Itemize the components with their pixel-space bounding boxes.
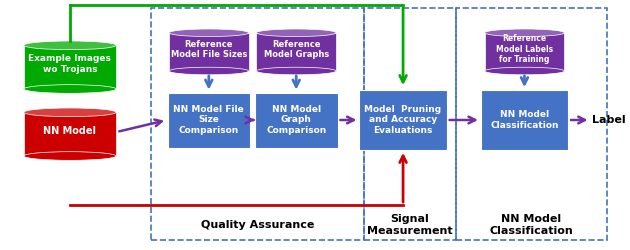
Text: Label: Label xyxy=(592,115,626,125)
FancyBboxPatch shape xyxy=(169,33,249,71)
Ellipse shape xyxy=(24,41,116,50)
Ellipse shape xyxy=(256,29,336,36)
FancyBboxPatch shape xyxy=(255,92,338,148)
Text: Example Images
wo Trojans: Example Images wo Trojans xyxy=(28,54,112,74)
Text: Reference
Model Labels
for Training: Reference Model Labels for Training xyxy=(496,34,553,64)
Bar xyxy=(151,8,364,240)
Ellipse shape xyxy=(484,29,564,36)
FancyBboxPatch shape xyxy=(256,33,336,71)
Text: Model  Pruning
and Accuracy
Evaluations: Model Pruning and Accuracy Evaluations xyxy=(365,105,442,135)
Bar xyxy=(457,8,607,240)
Text: Signal
Measurement: Signal Measurement xyxy=(367,214,453,236)
FancyBboxPatch shape xyxy=(24,112,116,156)
FancyBboxPatch shape xyxy=(359,90,447,150)
Ellipse shape xyxy=(256,67,336,75)
Text: Reference
Model File Sizes: Reference Model File Sizes xyxy=(171,40,247,59)
Ellipse shape xyxy=(24,108,116,117)
Text: NN Model File
Size
Comparison: NN Model File Size Comparison xyxy=(173,105,244,135)
Text: NN Model: NN Model xyxy=(43,126,96,136)
Text: Reference
Model Graphs: Reference Model Graphs xyxy=(263,40,329,59)
Ellipse shape xyxy=(24,152,116,160)
FancyBboxPatch shape xyxy=(481,90,568,150)
Bar xyxy=(364,8,457,240)
Ellipse shape xyxy=(169,67,249,75)
Text: Quality Assurance: Quality Assurance xyxy=(201,220,314,230)
Ellipse shape xyxy=(24,85,116,93)
FancyBboxPatch shape xyxy=(168,92,250,148)
FancyBboxPatch shape xyxy=(24,45,116,89)
Ellipse shape xyxy=(484,67,564,75)
FancyBboxPatch shape xyxy=(484,33,564,71)
Text: NN Model
Classification: NN Model Classification xyxy=(490,110,559,130)
Text: NN Model
Classification: NN Model Classification xyxy=(490,214,573,236)
Ellipse shape xyxy=(169,29,249,36)
Text: NN Model
Graph
Comparison: NN Model Graph Comparison xyxy=(266,105,326,135)
